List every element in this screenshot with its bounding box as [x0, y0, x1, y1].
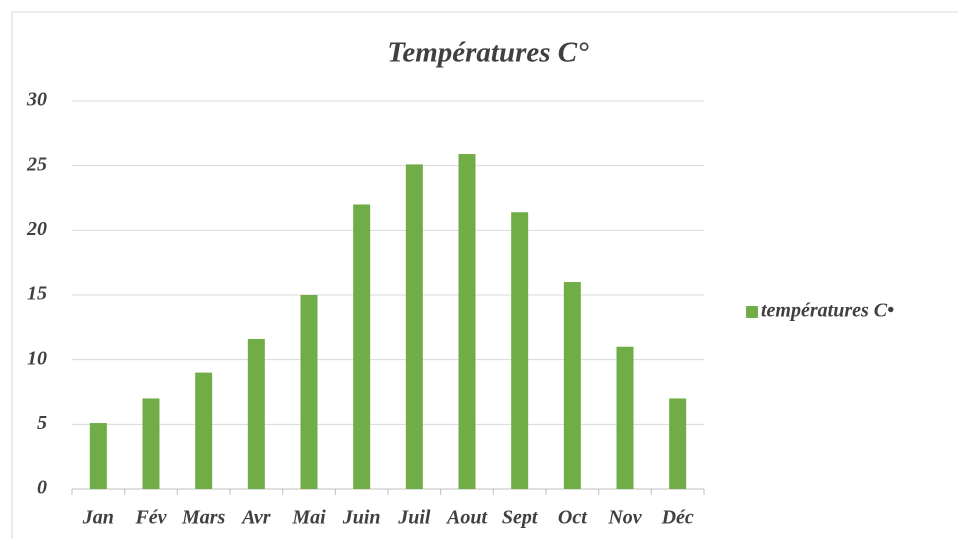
- bar: [511, 212, 529, 489]
- bar: [405, 164, 423, 489]
- x-tick-label: Mai: [291, 507, 326, 529]
- x-tick-label: Mars: [181, 507, 226, 529]
- y-tick-label: 30: [26, 89, 47, 111]
- y-tick-label: 25: [26, 153, 47, 175]
- x-tick-label: Avr: [240, 507, 271, 529]
- x-tick-label: Nov: [607, 507, 642, 529]
- chart-border: [11, 11, 958, 539]
- y-tick-label: 15: [27, 283, 47, 305]
- x-tick-label: Aout: [445, 507, 488, 529]
- chart-title: Températures C°: [387, 37, 589, 69]
- bar: [458, 154, 476, 489]
- y-tick-label: 0: [37, 477, 47, 499]
- bar: [247, 338, 265, 489]
- bar: [89, 423, 107, 489]
- x-tick-label: Juin: [342, 507, 381, 529]
- legend-label: températures C•: [761, 300, 894, 322]
- x-tick-label: Déc: [661, 507, 694, 529]
- legend-swatch: [746, 306, 758, 318]
- x-tick-label: Juil: [397, 507, 431, 529]
- x-tick-label: Oct: [558, 507, 588, 529]
- bar: [300, 295, 318, 489]
- y-tick-label: 5: [37, 412, 47, 434]
- bar: [353, 204, 371, 489]
- bar: [142, 398, 160, 489]
- bar: [563, 282, 581, 489]
- x-tick-label: Sept: [502, 507, 539, 529]
- bar: [669, 398, 687, 489]
- y-tick-label: 10: [27, 347, 47, 369]
- bar: [616, 346, 634, 489]
- bar: [195, 372, 213, 489]
- y-tick-label: 20: [26, 218, 47, 240]
- x-tick-label: Fév: [134, 507, 167, 529]
- x-tick-label: Jan: [82, 507, 114, 529]
